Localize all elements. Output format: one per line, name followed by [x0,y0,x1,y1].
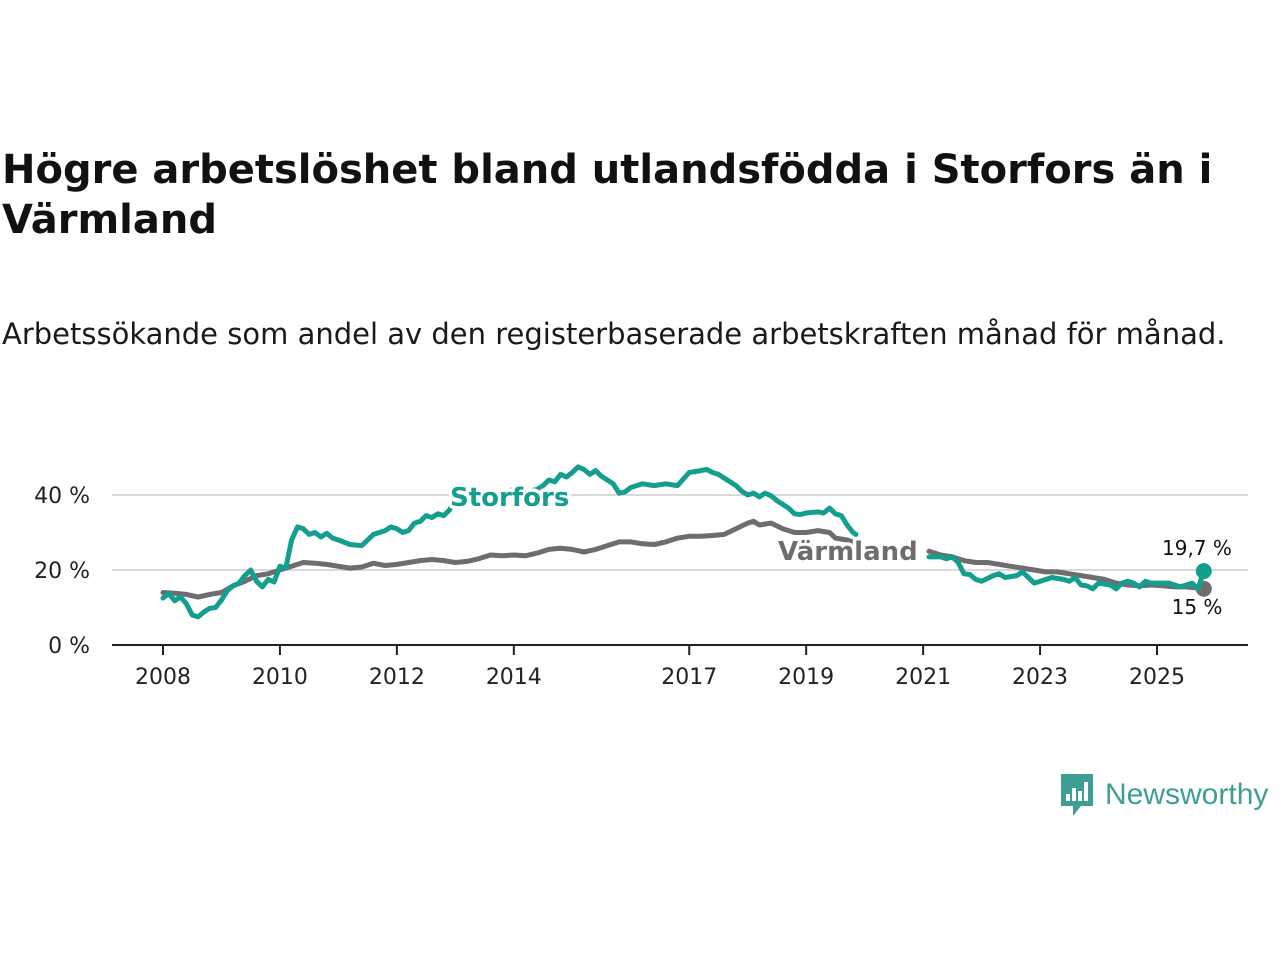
chart-subtitle: Arbetssökande som andel av den registerb… [2,317,1226,351]
newsworthy-logo: Newsworthy [1059,772,1268,818]
y-tick-label: 20 % [34,559,90,584]
series-labels: Storfors Värmland 19,7 % 15 % [447,480,1232,620]
gridlines [112,494,1248,571]
end-value-storfors: 19,7 % [1162,536,1232,560]
x-tick-label: 2023 [1012,665,1068,690]
y-tick-label: 40 % [34,484,90,509]
x-axis-ticks: 2008 2010 2012 2014 2017 2019 2021 2023 2025 [135,645,1185,690]
x-tick-label: 2010 [252,665,308,690]
series-label-varmland: Värmland [778,537,918,567]
series-lines [160,464,1212,620]
newsworthy-logo-icon [1061,774,1093,816]
y-axis-ticks: 40 % 20 % 0 % [34,484,90,659]
series-line-varmland [160,518,871,600]
x-tick-label: 2019 [778,665,834,690]
x-tick-label: 2025 [1129,665,1185,690]
x-tick-label: 2021 [895,665,951,690]
newsworthy-logo-text: Newsworthy [1105,778,1269,811]
y-tick-label: 0 % [48,634,90,659]
end-value-varmland: 15 % [1172,595,1223,619]
series-label-storfors: Storfors [450,483,569,513]
end-point-storfors [1195,563,1212,580]
series-line-storfors [160,464,859,620]
x-tick-label: 2017 [661,665,717,690]
x-tick-label: 2014 [486,665,542,690]
series-line-varmland-recent [926,548,1207,592]
chart-title: Högre arbetslöshet bland utlandsfödda i … [2,147,1213,243]
x-tick-label: 2008 [135,665,191,690]
series-line-storfors-recent [926,554,1207,592]
x-tick-label: 2012 [369,665,425,690]
